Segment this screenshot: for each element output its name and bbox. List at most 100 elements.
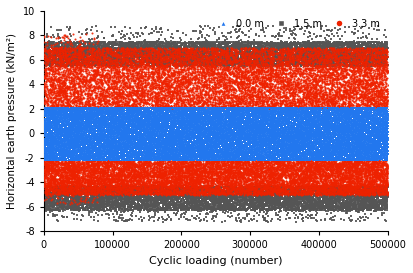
Point (41, 84, 47, 88)
Point (312, 106, 319, 111)
Point (60, 149, 67, 153)
Point (298, 109, 305, 114)
Point (284, 64, 290, 69)
Point (326, 106, 332, 111)
Point (180, 41, 187, 45)
Point (63, 158, 70, 162)
Point (46, 108, 52, 112)
Point (194, 205, 200, 210)
Point (198, 53, 204, 57)
Point (341, 157, 347, 161)
Point (320, 43, 327, 47)
Point (328, 188, 335, 192)
Point (203, 143, 209, 147)
Point (332, 115, 338, 119)
Point (232, 152, 239, 156)
Point (317, 149, 324, 153)
Point (99, 126, 105, 130)
Point (214, 117, 221, 121)
Point (70, 136, 77, 141)
Point (187, 151, 194, 155)
Point (338, 121, 345, 126)
Point (50, 125, 57, 129)
Point (155, 135, 161, 140)
Point (148, 112, 154, 116)
Point (266, 137, 272, 141)
Point (48, 110, 55, 114)
Point (140, 114, 147, 118)
Point (272, 156, 279, 161)
Point (342, 112, 349, 116)
Point (123, 114, 130, 118)
Point (259, 147, 265, 152)
Point (201, 51, 207, 56)
Point (322, 37, 329, 42)
Point (91, 161, 98, 166)
Point (243, 151, 249, 155)
Point (228, 139, 235, 143)
Point (89, 192, 96, 196)
Point (155, 155, 162, 159)
Point (291, 203, 298, 207)
Point (86, 135, 93, 140)
Point (158, 206, 165, 210)
Point (260, 147, 267, 152)
Point (108, 126, 115, 130)
Point (252, 156, 258, 161)
Point (43, 139, 50, 143)
Point (64, 197, 70, 201)
Point (268, 187, 275, 191)
Point (133, 158, 140, 162)
Point (181, 119, 188, 123)
Point (224, 138, 230, 142)
Point (180, 139, 187, 143)
Point (227, 101, 233, 105)
Point (243, 156, 249, 160)
Point (50, 191, 56, 195)
Point (365, 53, 371, 57)
Point (299, 149, 305, 153)
Point (225, 155, 232, 159)
Point (270, 101, 276, 106)
Point (205, 61, 211, 66)
Point (301, 117, 308, 121)
Point (380, 122, 386, 126)
Point (377, 97, 384, 102)
Point (68, 106, 75, 111)
Point (324, 185, 330, 189)
Point (242, 60, 249, 64)
Point (260, 175, 267, 179)
Point (241, 79, 248, 84)
Point (332, 159, 339, 163)
Point (166, 140, 173, 145)
Point (126, 97, 133, 101)
Point (166, 167, 173, 171)
Point (49, 174, 56, 178)
Point (40, 145, 47, 150)
Point (277, 123, 284, 127)
Point (100, 174, 107, 178)
Point (203, 107, 210, 112)
Point (266, 152, 273, 156)
Point (127, 66, 134, 70)
Point (243, 155, 250, 159)
Point (216, 82, 223, 87)
Point (272, 115, 279, 119)
Point (76, 52, 83, 57)
Point (132, 114, 139, 118)
Point (97, 118, 104, 122)
Point (98, 132, 104, 137)
Point (299, 142, 306, 147)
Point (86, 163, 93, 167)
Point (339, 189, 346, 194)
Point (351, 138, 358, 142)
Point (65, 102, 72, 106)
Point (190, 142, 197, 147)
Point (70, 158, 76, 162)
Point (351, 118, 358, 122)
Point (66, 144, 73, 148)
Point (185, 156, 191, 160)
Point (77, 155, 83, 160)
Point (338, 113, 344, 117)
Point (326, 186, 333, 191)
